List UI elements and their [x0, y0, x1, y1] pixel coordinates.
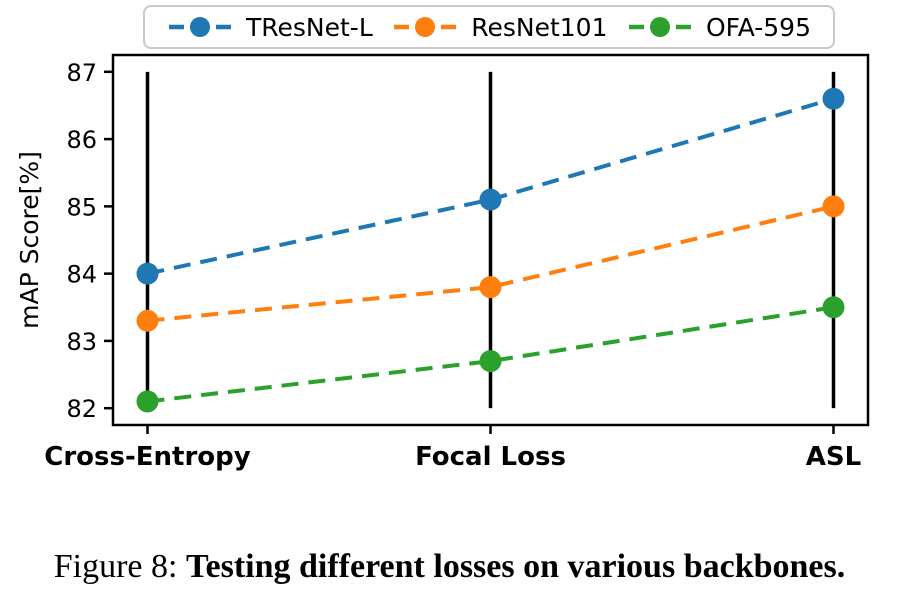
- x-tick-label: ASL: [806, 442, 861, 472]
- legend-line-marker-icon: [628, 17, 691, 37]
- data-point-TResNet-L: [822, 87, 845, 110]
- legend-marker: [649, 17, 670, 37]
- y-tick-label: 86: [66, 126, 97, 154]
- legend-marker: [190, 17, 210, 37]
- y-tick-label: 85: [66, 193, 97, 221]
- legend-item-TResNet-L: TResNet-L: [167, 13, 373, 42]
- legend-item-label: TResNet-L: [246, 12, 373, 42]
- data-point-TResNet-L: [136, 262, 159, 285]
- series-line-TResNet-L: [147, 96, 835, 276]
- data-point-OFA-595: [479, 350, 502, 373]
- series-line-ResNet101: [147, 204, 834, 323]
- chart-legend: TResNet-L ResNet101 OFA-595: [143, 5, 835, 49]
- caption-prefix: Figure 8:: [53, 548, 186, 585]
- y-tick-label: 82: [66, 395, 97, 423]
- data-point-ResNet101: [479, 276, 502, 299]
- caption-title: Testing different losses on various back…: [185, 548, 846, 585]
- x-tick-label: Cross-Entropy: [44, 442, 251, 472]
- legend-marker: [415, 17, 436, 37]
- legend-item-OFA-595: OFA-595: [627, 13, 811, 42]
- legend-item-label: OFA-595: [705, 12, 811, 42]
- y-tick-label: 84: [66, 261, 97, 289]
- legend-item-label: ResNet101: [471, 12, 608, 42]
- data-point-TResNet-L: [479, 188, 502, 211]
- y-axis-label: mAP Score[%]: [15, 151, 44, 329]
- data-point-OFA-595: [136, 390, 159, 413]
- y-tick-label: 87: [66, 59, 97, 87]
- figure-caption: Figure 8: Testing different losses on va…: [0, 548, 899, 586]
- series-line-OFA-595: [147, 305, 834, 404]
- data-point-OFA-595: [822, 296, 845, 319]
- y-tick-label: 83: [66, 328, 97, 356]
- legend-line-marker-icon: [169, 17, 231, 37]
- data-point-ResNet101: [136, 309, 159, 332]
- data-point-ResNet101: [822, 195, 845, 218]
- chart-canvas: 82 83 84 85 86 87 Cross-Entropy Focal Loss ASL mA…: [15, 53, 870, 472]
- x-tick-label: Focal Loss: [415, 442, 566, 472]
- legend-line-marker-icon: [394, 17, 457, 37]
- legend-item-ResNet101: ResNet101: [392, 13, 607, 42]
